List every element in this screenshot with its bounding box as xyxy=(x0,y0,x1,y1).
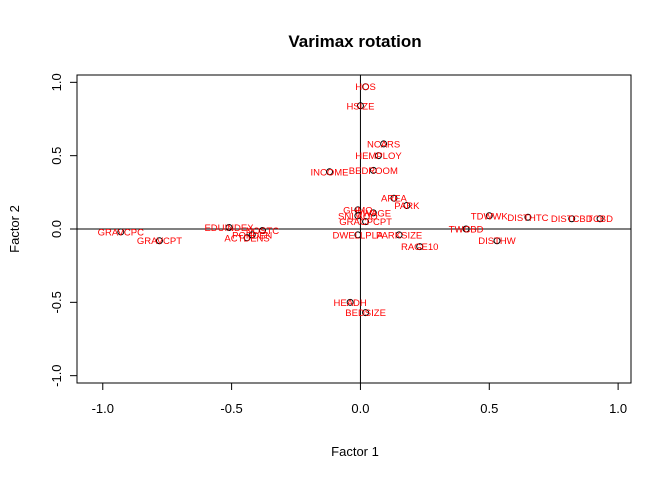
point-label: GRACPCPT xyxy=(339,217,392,228)
data-point xyxy=(362,83,370,91)
data-point xyxy=(374,152,382,160)
data-point xyxy=(524,213,532,221)
reference-lines xyxy=(77,75,631,383)
point-label: SNLAOO xyxy=(338,211,378,222)
point-label: HSIZE xyxy=(346,101,374,112)
point-label: ACTDENS xyxy=(224,233,269,244)
data-point xyxy=(243,234,251,242)
data-point xyxy=(493,237,501,245)
x-tick-label: -0.5 xyxy=(220,401,242,416)
x-tick-label: -1.0 xyxy=(92,401,114,416)
y-tick-label: 0.0 xyxy=(49,220,64,238)
data-point xyxy=(416,243,424,251)
point-label: BEDSIZE xyxy=(345,308,386,319)
y-axis-label: Factor 2 xyxy=(7,205,22,253)
point-label: NCARS xyxy=(367,139,400,150)
data-point xyxy=(596,215,604,223)
point-label: PARK xyxy=(394,201,420,212)
point-label: GRAVCPT xyxy=(137,236,182,247)
data-point xyxy=(390,194,398,202)
data-point xyxy=(395,231,403,239)
x-tick-label: 0.0 xyxy=(351,401,369,416)
x-axis: -1.0 -0.5 0.0 0.5 1.0 xyxy=(92,382,627,416)
data-point xyxy=(362,218,370,226)
point-label: DWAGE xyxy=(356,208,392,219)
data-point xyxy=(356,102,364,110)
chart-title: Varimax rotation xyxy=(288,32,421,51)
x-tick-label: 0.5 xyxy=(480,401,498,416)
data-point xyxy=(155,237,163,245)
data-point xyxy=(568,215,576,223)
point-label: EDUINDEX xyxy=(204,223,254,234)
point-label: TCBD xyxy=(587,214,613,225)
data-point xyxy=(259,226,267,234)
point-label: PARKSIZE xyxy=(376,230,422,241)
point-label: BEDROOM xyxy=(349,166,398,177)
data-point xyxy=(346,298,354,306)
point-label: DISTHTC xyxy=(507,213,548,224)
y-axis: -1.0 -0.5 0.0 0.5 1.0 xyxy=(49,73,78,387)
point-label: TWCBD xyxy=(449,225,484,236)
y-tick-label: -0.5 xyxy=(49,291,64,313)
point-label: DISTHW xyxy=(478,236,516,247)
data-point xyxy=(369,209,377,217)
point-label: NOSTC xyxy=(246,226,279,237)
data-point xyxy=(354,231,362,239)
y-tick-label: -1.0 xyxy=(49,364,64,386)
data-point xyxy=(117,228,125,236)
x-axis-label: Factor 1 xyxy=(331,444,379,459)
point-label: INCOME xyxy=(311,167,349,178)
point-label: HEADH xyxy=(334,298,367,309)
point-label: HOS xyxy=(355,82,376,93)
point-label: TDWWK xyxy=(471,211,509,222)
point-label: DWELLPLA xyxy=(333,230,384,241)
point-label: RAGE10 xyxy=(401,242,439,253)
point-label: HEMPLOY xyxy=(355,151,402,162)
data-point xyxy=(354,212,362,220)
data-point xyxy=(225,224,233,232)
data-point xyxy=(403,202,411,210)
data-point xyxy=(485,212,493,220)
point-label: POPDEN xyxy=(232,230,272,241)
data-point xyxy=(369,166,377,174)
x-tick-label: 1.0 xyxy=(609,401,627,416)
point-label: DISTCBD xyxy=(551,214,593,225)
data-point xyxy=(362,309,370,317)
data-point xyxy=(380,140,388,148)
point-label: GHMO xyxy=(343,205,373,216)
point-label: AREA xyxy=(381,194,408,205)
y-tick-label: 0.5 xyxy=(49,147,64,165)
data-point xyxy=(248,231,256,239)
data-point xyxy=(326,168,334,176)
point-label: GRAVCPC xyxy=(98,227,144,238)
y-tick-label: 1.0 xyxy=(49,73,64,91)
data-point xyxy=(462,225,470,233)
